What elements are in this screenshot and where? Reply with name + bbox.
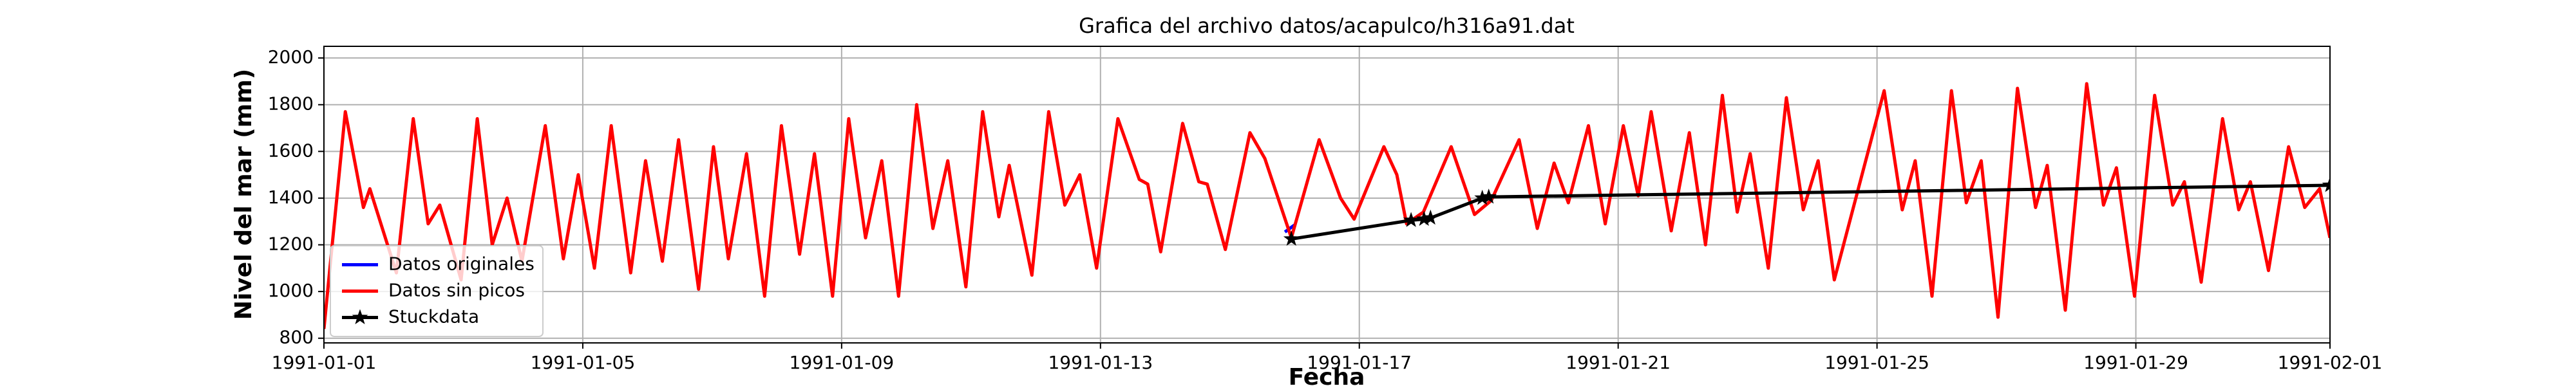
series-marker [1474, 189, 1490, 205]
y-tick-label: 1800 [268, 93, 314, 115]
series-line [1291, 183, 2330, 241]
x-tick-label: 1991-01-21 [1566, 352, 1671, 373]
x-tick-label: 1991-01-01 [272, 352, 377, 373]
axes-frame [323, 46, 2331, 344]
y-tick-label: 1000 [268, 280, 314, 301]
x-tick-label: 1991-02-01 [2278, 352, 2383, 373]
series-line [324, 82, 2330, 329]
series-marker [1283, 230, 1300, 246]
legend-box [330, 245, 544, 337]
y-tick-label: 2000 [268, 46, 314, 68]
x-tick-label: 1991-01-29 [2083, 352, 2188, 373]
y-tick-label: 800 [279, 327, 314, 348]
x-tick-label: 1991-01-17 [1307, 352, 1412, 373]
y-axis-label: Nivel del mar (mm) [231, 69, 257, 320]
series-marker [2322, 177, 2330, 192]
legend-marker [352, 309, 368, 324]
x-tick-label: 1991-01-25 [1824, 352, 1929, 373]
series-marker [1416, 210, 1432, 226]
x-tick-label: 1991-01-05 [531, 352, 636, 373]
series-marker [1422, 209, 1439, 225]
legend-label: Datos sin picos [388, 280, 525, 301]
legend-label: Stuckdata [388, 306, 479, 327]
x-tick-label: 1991-01-13 [1048, 352, 1153, 373]
y-tick-label: 1200 [268, 234, 314, 255]
x-axis-label: Fecha [1289, 364, 1365, 386]
x-tick-label: 1991-01-09 [790, 352, 895, 373]
series-marker [1481, 188, 1497, 204]
y-tick-label: 1600 [268, 140, 314, 161]
plot-area [324, 82, 2330, 329]
y-tick-label: 1400 [268, 187, 314, 208]
series-marker [1403, 212, 1419, 227]
legend-label: Datos originales [388, 253, 535, 275]
chart-title: Grafica del archivo datos/acapulco/h316a… [1079, 14, 1575, 38]
